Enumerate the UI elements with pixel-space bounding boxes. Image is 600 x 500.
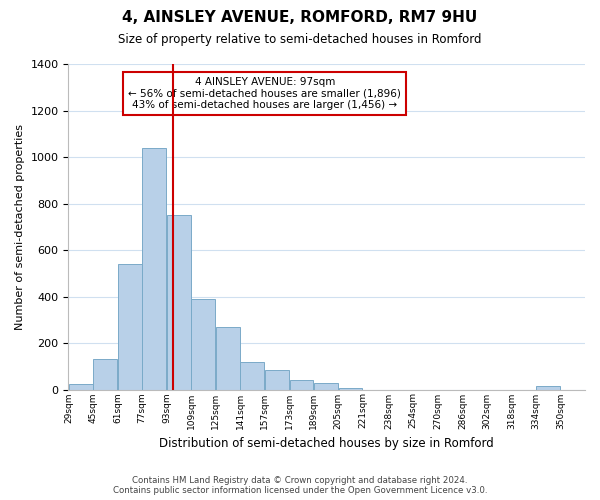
Bar [142,148,166,390]
Text: Size of property relative to semi-detached houses in Romford: Size of property relative to semi-detach… [118,32,482,46]
Bar [167,215,191,390]
Bar [94,360,117,390]
X-axis label: Distribution of semi-detached houses by size in Romford: Distribution of semi-detached houses by … [160,437,494,450]
Text: Contains HM Land Registry data © Crown copyright and database right 2024.
Contai: Contains HM Land Registry data © Crown c… [113,476,487,495]
Bar [265,370,289,390]
Bar [118,264,142,390]
Bar [338,388,362,390]
Y-axis label: Number of semi-detached properties: Number of semi-detached properties [15,124,25,330]
Bar [314,383,338,390]
Bar [241,362,264,390]
Bar [290,380,313,390]
Bar [536,386,560,390]
Bar [191,299,215,390]
Text: 4 AINSLEY AVENUE: 97sqm
← 56% of semi-detached houses are smaller (1,896)
43% of: 4 AINSLEY AVENUE: 97sqm ← 56% of semi-de… [128,77,401,110]
Bar [69,384,92,390]
Bar [216,326,240,390]
Text: 4, AINSLEY AVENUE, ROMFORD, RM7 9HU: 4, AINSLEY AVENUE, ROMFORD, RM7 9HU [122,10,478,25]
